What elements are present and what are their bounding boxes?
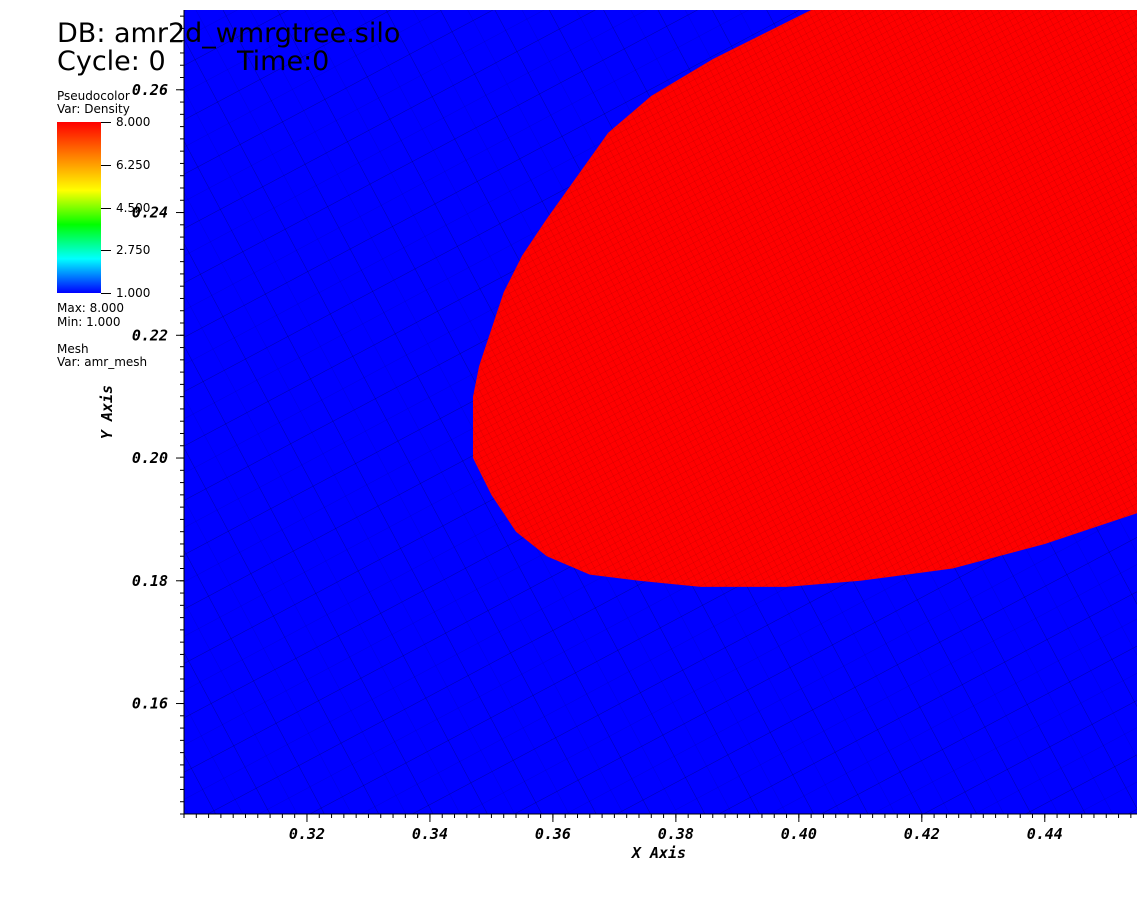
y-tick-label: 0.18 [132,572,168,590]
colorbar-tick-label: 1.000 [116,286,151,300]
x-tick-label: 0.42 [904,825,940,843]
x-tick-label: 0.38 [658,825,694,843]
colorbar-tick [101,122,111,123]
y-tick-label: 0.24 [132,204,168,222]
legend-min: Min: 1.000 [57,315,121,329]
x-axis-title: X Axis [630,844,686,862]
axes-frame [183,10,1137,815]
colorbar-tick [101,207,111,209]
x-tick-label: 0.36 [535,825,571,843]
colorbar-tick [101,250,111,252]
cycle-label: Cycle: 0 [57,46,166,77]
legend-plot-type: Pseudocolor [57,89,130,103]
time-label: Time:0 [237,46,330,77]
y-tick-label: 0.20 [132,449,168,467]
colorbar [57,122,101,293]
x-tick-label: 0.40 [781,825,817,843]
colorbar-tick [101,164,111,166]
legend-mesh-plot: Mesh [57,342,89,356]
colorbar-tick-label: 8.000 [116,115,151,129]
x-tick-label: 0.44 [1027,825,1063,843]
y-tick-label: 0.22 [132,326,168,344]
colorbar-tick-label: 2.750 [116,243,151,258]
legend-var-label: Var: Density [57,102,130,116]
y-tick-label: 0.16 [132,695,168,713]
legend-max: Max: 8.000 [57,301,125,315]
y-axis-title: Y Axis [98,385,116,439]
colorbar-tick-label: 6.250 [116,157,151,172]
y-tick-label: 0.26 [132,81,168,99]
database-label: DB: amr2d_wmrgtree.silo [57,18,401,49]
fine-mesh-overlay [473,10,1137,587]
colorbar-tick-label: 4.500 [116,200,151,215]
colorbar-tick [101,293,111,294]
legend-mesh-var: Var: amr_mesh [57,355,148,369]
x-tick-label: 0.32 [289,825,325,843]
x-axis-ticks: 0.32 0.34 0.36 0.38 0.40 0.42 0.44 [183,814,1132,843]
x-tick-label: 0.34 [412,825,448,843]
y-axis-ticks: 0.16 0.18 0.20 0.22 0.24 0.26 [132,15,184,815]
